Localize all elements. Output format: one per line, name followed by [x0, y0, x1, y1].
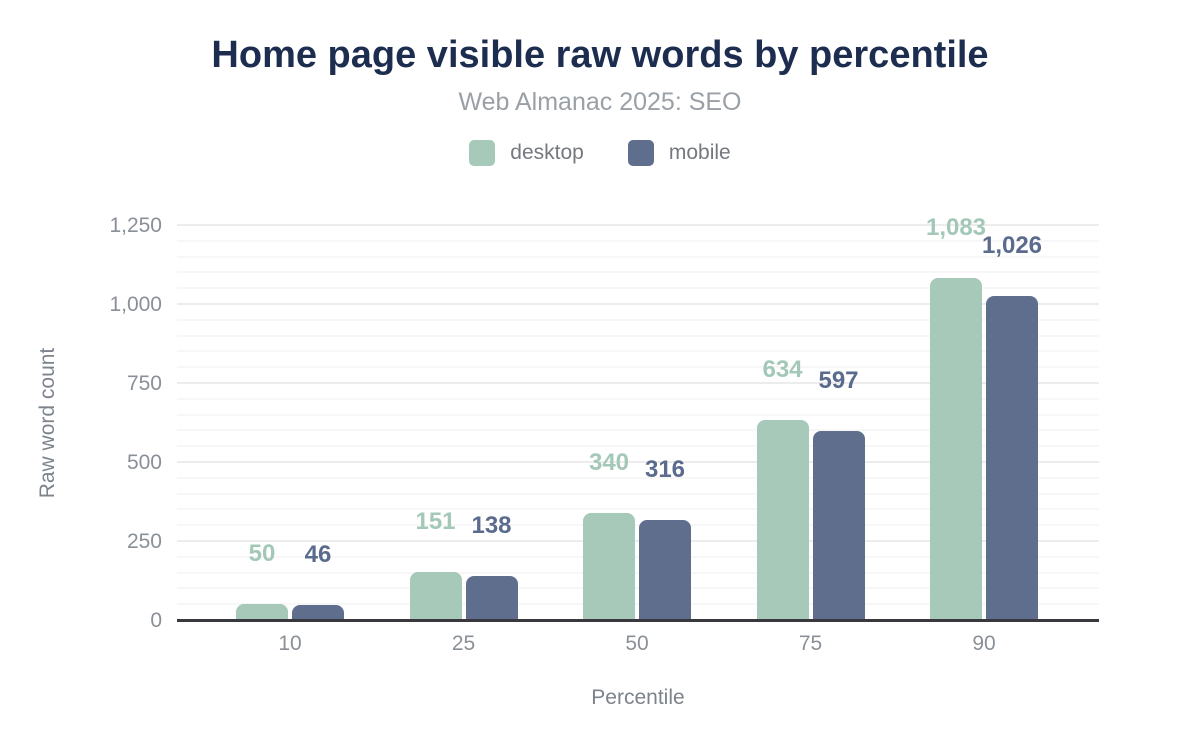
bar-mobile-p75[interactable]	[812, 431, 865, 620]
y-axis-title: Raw word count	[36, 347, 59, 499]
bar-desktop-p50[interactable]	[583, 512, 635, 620]
bar-mobile-p90[interactable]	[986, 295, 1038, 620]
x-tick-label-p10: 10	[278, 632, 302, 655]
y-tick-label: 1,250	[109, 214, 162, 237]
major-gridline	[177, 461, 1099, 463]
bar-mobile-p25[interactable]	[465, 576, 518, 620]
minor-gridline	[177, 571, 1099, 574]
legend-item-mobile[interactable]: mobile	[627, 140, 731, 166]
legend: desktop mobile	[0, 140, 1200, 166]
bar-desktop-p10[interactable]	[236, 604, 288, 620]
bar-value-label-desktop-p75: 634	[762, 355, 803, 383]
minor-gridline	[177, 603, 1099, 606]
minor-gridline	[177, 492, 1099, 495]
minor-gridline	[177, 318, 1099, 321]
bar-value-label-mobile-p25: 138	[471, 512, 512, 540]
x-tick-label-p90: 90	[972, 632, 996, 655]
chart-subtitle: Web Almanac 2025: SEO	[458, 88, 742, 116]
minor-gridline	[177, 287, 1099, 290]
minor-gridline	[177, 445, 1099, 448]
minor-gridline	[177, 334, 1099, 337]
major-gridline	[177, 303, 1099, 305]
bar-value-label-desktop-p50: 340	[588, 448, 630, 476]
y-tick-label: 750	[126, 372, 162, 395]
y-tick-label: 500	[126, 451, 162, 474]
minor-gridline	[177, 350, 1099, 353]
bar-value-label-desktop-p10: 50	[248, 540, 276, 568]
minor-gridline	[177, 255, 1099, 258]
x-tick-label-p50: 50	[625, 632, 649, 655]
bar-value-label-desktop-p90: 1,083	[925, 213, 987, 241]
y-tick-label: 0	[150, 609, 162, 632]
bar-mobile-p50[interactable]	[639, 520, 691, 620]
minor-gridline	[177, 397, 1099, 400]
bar-value-label-mobile-p90: 1,026	[981, 231, 1043, 259]
legend-label-desktop: desktop	[510, 141, 584, 164]
x-axis-line	[177, 619, 1099, 622]
bar-desktop-p25[interactable]	[409, 572, 462, 620]
minor-gridline	[177, 508, 1099, 511]
minor-gridline	[177, 429, 1099, 432]
chart-title: Home page visible raw words by percentil…	[211, 34, 989, 76]
bar-mobile-p10[interactable]	[292, 605, 344, 620]
minor-gridline	[177, 413, 1099, 416]
bar-value-label-mobile-p10: 46	[304, 541, 332, 569]
legend-swatch-desktop-icon	[469, 140, 496, 166]
bar-value-label-mobile-p75: 597	[818, 367, 859, 395]
bar-value-label-desktop-p25: 151	[415, 508, 456, 536]
major-gridline	[177, 224, 1099, 226]
legend-swatch-mobile-icon	[627, 140, 654, 166]
y-tick-label: 250	[126, 530, 162, 553]
minor-gridline	[177, 239, 1099, 242]
legend-label-mobile: mobile	[668, 141, 731, 164]
x-axis-title: Percentile	[591, 686, 685, 709]
minor-gridline	[177, 555, 1099, 558]
minor-gridline	[177, 476, 1099, 479]
minor-gridline	[177, 366, 1099, 369]
bar-desktop-p75[interactable]	[756, 419, 809, 620]
minor-gridline	[177, 271, 1099, 274]
y-tick-label: 1,000	[109, 293, 162, 316]
bar-value-label-mobile-p50: 316	[644, 456, 686, 484]
x-tick-label-p25: 25	[451, 632, 476, 655]
minor-gridline	[177, 587, 1099, 590]
legend-item-desktop[interactable]: desktop	[469, 140, 584, 166]
major-gridline	[177, 382, 1099, 384]
minor-gridline	[177, 524, 1099, 527]
major-gridline	[177, 540, 1099, 542]
bar-desktop-p90[interactable]	[930, 277, 982, 620]
x-tick-label-p75: 75	[798, 632, 823, 655]
